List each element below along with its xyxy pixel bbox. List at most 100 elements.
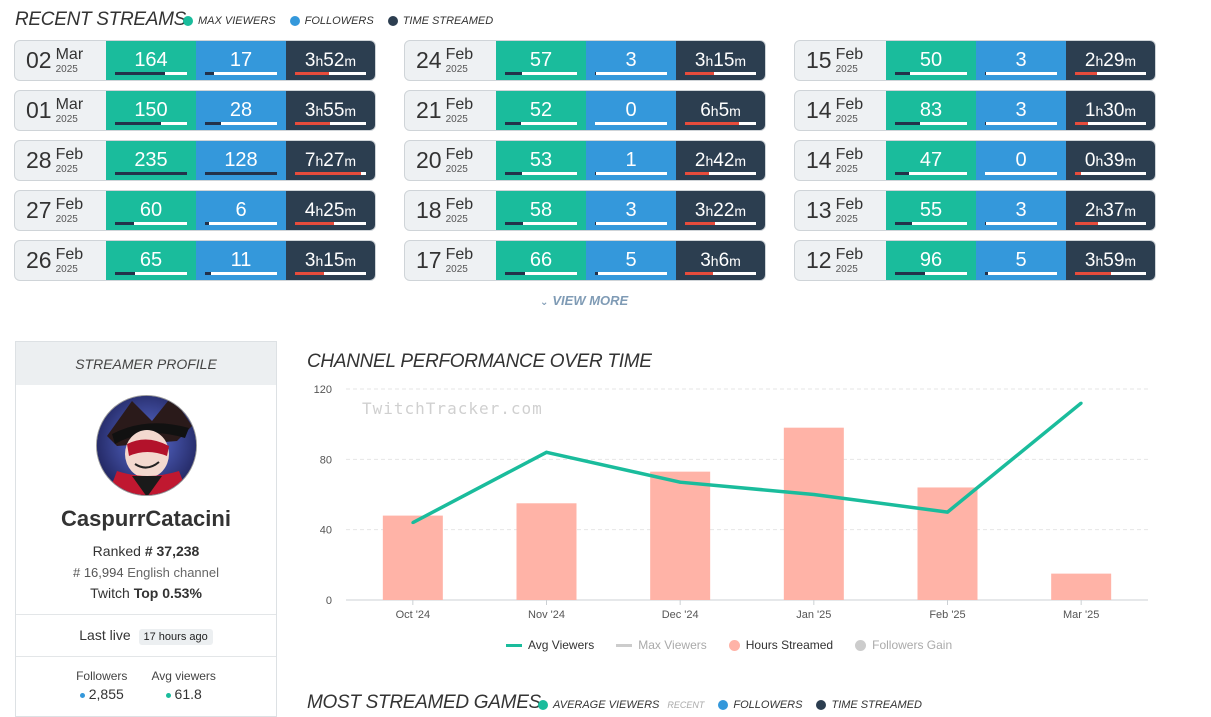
stream-max-viewers-value: 164 bbox=[134, 49, 168, 71]
minutes-unit: m bbox=[734, 52, 747, 69]
stream-max-viewers-bar-fill bbox=[115, 122, 162, 125]
performance-title: CHANNEL PERFORMANCE OVER TIME bbox=[307, 351, 652, 372]
stream-hours: 3 bbox=[304, 99, 316, 121]
hours-unit: h bbox=[705, 152, 714, 169]
stream-card[interactable]: 24 Feb 2025 57 3 3h15m bbox=[404, 40, 766, 81]
stream-max-viewers: 55 bbox=[886, 191, 976, 230]
stream-followers-value: 3 bbox=[1015, 99, 1027, 121]
stream-card[interactable]: 21 Feb 2025 52 0 6h5m bbox=[404, 90, 766, 131]
stream-card[interactable]: 14 Feb 2025 47 0 0h39m bbox=[794, 140, 1156, 181]
hours-streamed-bar bbox=[650, 471, 711, 600]
stream-date: 28 Feb 2025 bbox=[15, 141, 106, 180]
stream-followers-bar bbox=[205, 272, 277, 275]
stream-followers-value: 17 bbox=[229, 49, 253, 71]
stream-card[interactable]: 13 Feb 2025 55 3 2h37m bbox=[794, 190, 1156, 231]
stream-followers-value: 6 bbox=[235, 199, 247, 221]
stream-day: 18 bbox=[416, 197, 442, 223]
stream-max-viewers-bar-fill bbox=[115, 72, 166, 75]
stream-day: 17 bbox=[416, 247, 442, 273]
minutes-unit: m bbox=[729, 252, 741, 269]
stream-max-viewers-bar-fill bbox=[895, 272, 925, 275]
stream-max-viewers: 150 bbox=[106, 91, 196, 130]
hours-unit: h bbox=[315, 102, 324, 119]
stream-max-viewers: 65 bbox=[106, 241, 196, 280]
stream-card[interactable]: 17 Feb 2025 66 5 3h6m bbox=[404, 240, 766, 281]
stream-max-viewers-value: 55 bbox=[919, 199, 943, 221]
hours-unit: h bbox=[710, 102, 719, 119]
view-more-link[interactable]: ⌄ VIEW MORE bbox=[540, 293, 628, 308]
stream-card[interactable]: 28 Feb 2025 235 128 7h27m bbox=[14, 140, 376, 181]
stream-month: Feb bbox=[445, 45, 474, 63]
stream-followers: 28 bbox=[196, 91, 286, 130]
stream-hours: 3 bbox=[694, 199, 706, 221]
stream-followers-bar-fill bbox=[205, 72, 215, 75]
stream-month: Mar bbox=[55, 95, 84, 113]
stream-max-viewers: 53 bbox=[496, 141, 586, 180]
avg-viewers-stat: Avg viewers 61.8 bbox=[151, 669, 215, 702]
stream-minutes: 29 bbox=[1103, 49, 1125, 71]
stream-max-viewers-bar bbox=[115, 122, 187, 125]
stream-card[interactable]: 27 Feb 2025 60 6 4h25m bbox=[14, 190, 376, 231]
legend-line-icon bbox=[506, 643, 522, 647]
stream-time-value: 6h5m bbox=[700, 100, 741, 122]
stream-time: 2h37m bbox=[1066, 191, 1155, 230]
stream-followers-bar-fill bbox=[205, 122, 221, 125]
stream-followers-bar-fill bbox=[985, 222, 987, 225]
chart-legend-item[interactable]: Followers Gain bbox=[855, 638, 952, 652]
stream-time-bar bbox=[1075, 122, 1146, 125]
chart-legend-item[interactable]: Avg Viewers bbox=[506, 638, 594, 652]
stream-max-viewers-bar-fill bbox=[895, 122, 921, 125]
hours-unit: h bbox=[1095, 152, 1104, 169]
stream-followers-bar-fill bbox=[985, 272, 988, 275]
stream-month: Feb bbox=[55, 145, 84, 163]
stream-time: 3h59m bbox=[1066, 241, 1155, 280]
y-tick-label: 120 bbox=[314, 384, 332, 396]
last-live: Last live 17 hours ago bbox=[16, 627, 276, 645]
stream-max-viewers-bar bbox=[895, 272, 967, 275]
stream-followers: 0 bbox=[586, 91, 676, 130]
top-percent: Twitch Top 0.53% bbox=[16, 585, 276, 601]
stream-max-viewers-value: 66 bbox=[529, 249, 553, 271]
stream-card[interactable]: 20 Feb 2025 53 1 2h42m bbox=[404, 140, 766, 181]
chart-legend-item[interactable]: Hours Streamed bbox=[728, 638, 833, 652]
stream-max-viewers-value: 83 bbox=[919, 99, 943, 121]
stream-followers: 6 bbox=[196, 191, 286, 230]
language-rank-label: English channel bbox=[127, 565, 220, 580]
stream-time: 3h15m bbox=[676, 41, 765, 80]
stream-card[interactable]: 14 Feb 2025 83 3 1h30m bbox=[794, 90, 1156, 131]
stream-followers: 5 bbox=[586, 241, 676, 280]
stream-card[interactable]: 18 Feb 2025 58 3 3h22m bbox=[404, 190, 766, 231]
stream-time-value: 3h15m bbox=[695, 50, 746, 72]
stream-card[interactable]: 15 Feb 2025 50 3 2h29m bbox=[794, 40, 1156, 81]
stream-day: 02 bbox=[26, 47, 52, 73]
hours-streamed-bar bbox=[783, 427, 844, 600]
stream-time: 2h29m bbox=[1066, 41, 1155, 80]
chart-legend-item[interactable]: Max Viewers bbox=[616, 638, 707, 652]
games-legend-label: AVERAGE VIEWERS bbox=[553, 699, 660, 711]
stream-card[interactable]: 12 Feb 2025 96 5 3h59m bbox=[794, 240, 1156, 281]
stream-month-year: Feb 2025 bbox=[446, 96, 474, 125]
stream-month-year: Feb 2025 bbox=[836, 46, 864, 75]
recent-streams-legend: MAX VIEWERS FOLLOWERS TIME STREAMED bbox=[183, 15, 493, 27]
stream-year: 2025 bbox=[835, 213, 858, 225]
hours-unit: h bbox=[1095, 52, 1104, 69]
stream-month: Feb bbox=[835, 145, 864, 163]
stream-card[interactable]: 02 Mar 2025 164 17 3h52m bbox=[14, 40, 376, 81]
avatar[interactable] bbox=[96, 395, 197, 496]
stream-followers-bar bbox=[985, 72, 1057, 75]
stream-followers-value: 3 bbox=[1015, 199, 1027, 221]
stream-card[interactable]: 01 Mar 2025 150 28 3h55m bbox=[14, 90, 376, 131]
stream-time-bar bbox=[295, 272, 366, 275]
stream-card[interactable]: 26 Feb 2025 65 11 3h15m bbox=[14, 240, 376, 281]
stream-time-bar-fill bbox=[295, 222, 335, 225]
stream-time: 1h30m bbox=[1066, 91, 1155, 130]
recent-legend-label: MAX VIEWERS bbox=[198, 15, 276, 27]
stream-max-viewers-bar bbox=[895, 72, 967, 75]
hours-streamed-bar bbox=[382, 515, 443, 600]
stream-max-viewers-bar bbox=[115, 72, 187, 75]
stream-time-value: 1h30m bbox=[1085, 100, 1136, 122]
stream-followers-value: 11 bbox=[230, 249, 252, 271]
rank-label: Ranked bbox=[92, 543, 141, 559]
stream-month: Feb bbox=[835, 95, 864, 113]
stream-max-viewers-bar-fill bbox=[115, 222, 134, 225]
